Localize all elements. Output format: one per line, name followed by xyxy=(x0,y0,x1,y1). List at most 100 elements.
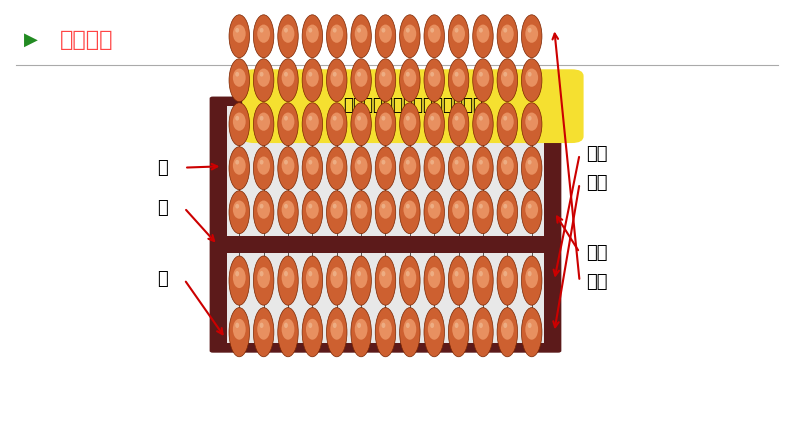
Ellipse shape xyxy=(376,191,395,234)
Ellipse shape xyxy=(253,59,274,102)
Ellipse shape xyxy=(430,204,434,209)
Ellipse shape xyxy=(428,113,441,131)
Ellipse shape xyxy=(449,15,468,58)
Ellipse shape xyxy=(357,28,361,33)
Ellipse shape xyxy=(235,116,239,121)
Ellipse shape xyxy=(351,308,372,357)
FancyBboxPatch shape xyxy=(242,69,584,143)
Ellipse shape xyxy=(453,113,465,131)
Ellipse shape xyxy=(333,116,337,121)
Ellipse shape xyxy=(526,156,538,175)
Ellipse shape xyxy=(379,113,392,131)
Bar xyxy=(213,236,558,253)
Ellipse shape xyxy=(308,271,312,276)
Text: 档: 档 xyxy=(157,159,168,177)
Ellipse shape xyxy=(528,28,532,33)
Ellipse shape xyxy=(235,323,239,328)
Ellipse shape xyxy=(284,323,288,328)
Ellipse shape xyxy=(235,160,239,164)
Text: 顶珠: 顶珠 xyxy=(586,145,607,163)
Ellipse shape xyxy=(528,323,532,328)
Ellipse shape xyxy=(522,59,542,102)
Ellipse shape xyxy=(501,25,514,43)
Ellipse shape xyxy=(453,201,465,219)
Ellipse shape xyxy=(381,323,385,328)
Ellipse shape xyxy=(235,28,239,33)
Ellipse shape xyxy=(501,267,514,288)
Ellipse shape xyxy=(379,156,392,175)
Text: 下珠: 下珠 xyxy=(586,244,607,261)
Ellipse shape xyxy=(253,15,274,58)
Ellipse shape xyxy=(449,256,468,305)
Text: ▶: ▶ xyxy=(24,31,37,49)
Ellipse shape xyxy=(260,271,264,276)
Ellipse shape xyxy=(357,72,361,76)
Ellipse shape xyxy=(278,103,299,146)
Bar xyxy=(227,106,544,343)
Ellipse shape xyxy=(229,103,249,146)
Ellipse shape xyxy=(522,103,542,146)
Ellipse shape xyxy=(428,201,441,219)
Ellipse shape xyxy=(403,267,416,288)
Ellipse shape xyxy=(351,59,372,102)
Ellipse shape xyxy=(424,308,445,357)
Ellipse shape xyxy=(330,267,343,288)
Ellipse shape xyxy=(233,201,245,219)
Ellipse shape xyxy=(282,68,295,87)
Ellipse shape xyxy=(330,156,343,175)
Ellipse shape xyxy=(257,319,270,340)
Ellipse shape xyxy=(472,15,493,58)
Ellipse shape xyxy=(308,160,312,164)
Ellipse shape xyxy=(376,308,395,357)
Ellipse shape xyxy=(472,191,493,234)
Ellipse shape xyxy=(233,319,245,340)
Ellipse shape xyxy=(326,308,347,357)
Ellipse shape xyxy=(326,256,347,305)
Ellipse shape xyxy=(455,116,458,121)
Ellipse shape xyxy=(330,319,343,340)
Ellipse shape xyxy=(260,72,264,76)
Ellipse shape xyxy=(351,191,372,234)
Ellipse shape xyxy=(503,72,507,76)
Ellipse shape xyxy=(376,147,395,190)
Ellipse shape xyxy=(233,25,245,43)
Ellipse shape xyxy=(406,72,410,76)
Ellipse shape xyxy=(424,15,445,58)
Ellipse shape xyxy=(403,156,416,175)
Ellipse shape xyxy=(355,267,368,288)
Ellipse shape xyxy=(376,103,395,146)
Ellipse shape xyxy=(430,28,434,33)
Ellipse shape xyxy=(381,116,385,121)
Ellipse shape xyxy=(229,256,249,305)
Ellipse shape xyxy=(455,323,458,328)
Ellipse shape xyxy=(503,28,507,33)
Text: 上珠: 上珠 xyxy=(586,174,607,192)
Ellipse shape xyxy=(526,319,538,340)
Ellipse shape xyxy=(308,116,312,121)
Ellipse shape xyxy=(424,147,445,190)
Ellipse shape xyxy=(355,201,368,219)
Ellipse shape xyxy=(528,204,532,209)
Ellipse shape xyxy=(355,68,368,87)
Ellipse shape xyxy=(403,319,416,340)
Ellipse shape xyxy=(257,201,270,219)
Ellipse shape xyxy=(479,160,483,164)
Ellipse shape xyxy=(479,204,483,209)
Ellipse shape xyxy=(306,201,318,219)
Ellipse shape xyxy=(326,147,347,190)
Ellipse shape xyxy=(497,308,518,357)
Ellipse shape xyxy=(257,267,270,288)
Ellipse shape xyxy=(406,271,410,276)
Ellipse shape xyxy=(308,204,312,209)
Ellipse shape xyxy=(381,160,385,164)
Ellipse shape xyxy=(453,267,465,288)
Ellipse shape xyxy=(257,113,270,131)
Ellipse shape xyxy=(229,308,249,357)
FancyBboxPatch shape xyxy=(210,97,561,353)
Ellipse shape xyxy=(379,68,392,87)
Ellipse shape xyxy=(476,156,489,175)
Ellipse shape xyxy=(424,256,445,305)
Ellipse shape xyxy=(306,267,318,288)
Ellipse shape xyxy=(303,191,322,234)
Ellipse shape xyxy=(455,204,458,209)
